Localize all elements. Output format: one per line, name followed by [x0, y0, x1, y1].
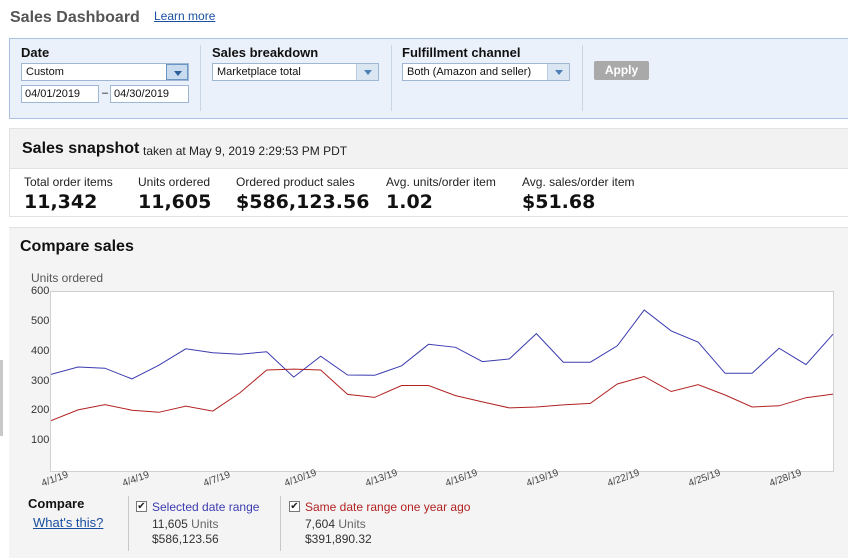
y-tick-label: 500 — [31, 314, 50, 327]
metric-value: $586,123.56 — [236, 191, 370, 213]
sales-breakdown-select[interactable]: Marketplace total — [212, 63, 379, 81]
chevron-down-icon[interactable] — [356, 64, 378, 80]
metric-avg-sales-per-order-item: Avg. sales/order item $51.68 — [522, 175, 635, 213]
date-from-input[interactable]: 04/01/2019 — [21, 85, 99, 103]
metric-value: $51.68 — [522, 191, 596, 213]
year-ago-range-checkbox[interactable]: ✔ — [289, 501, 300, 512]
filter-divider — [582, 45, 583, 111]
metric-label: Avg. units/order item — [386, 175, 496, 189]
sales-breakdown-label: Sales breakdown — [212, 45, 319, 60]
metric-value: 1.02 — [386, 191, 433, 213]
legend-units: 7,604 Units — [305, 517, 366, 531]
sales-line-chart — [51, 309, 834, 422]
left-scroll-edge — [0, 360, 3, 436]
series-line-selected-range — [51, 309, 834, 380]
date-to-input[interactable]: 04/30/2019 — [110, 85, 189, 103]
y-tick-label: 100 — [31, 434, 50, 447]
date-label: Date — [21, 45, 50, 60]
legend-divider — [128, 496, 129, 551]
date-range-select[interactable]: Custom — [21, 63, 189, 81]
legend-units-value: 11,605 — [152, 517, 188, 531]
compare-label: Compare — [28, 496, 85, 511]
y-tick-label: 200 — [31, 404, 50, 417]
series-line-year-ago — [51, 368, 834, 422]
legend-name: Selected date range — [152, 500, 260, 514]
metric-units-ordered: Units ordered 11,605 — [138, 175, 211, 213]
metric-label: Units ordered — [138, 175, 211, 189]
legend-sales: $586,123.56 — [152, 532, 219, 546]
y-tick-label: 400 — [31, 344, 50, 357]
learn-more-link[interactable]: Learn more — [154, 9, 216, 23]
compare-sales-panel: Compare sales Units ordered 100 200 300 400… — [9, 227, 848, 558]
sales-snapshot-title: Sales snapshot — [22, 140, 140, 157]
legend-units-word: Units — [338, 517, 366, 531]
sales-snapshot: Sales snapshot taken at May 9, 2019 2:29… — [9, 128, 848, 217]
chevron-down-icon[interactable] — [166, 64, 188, 80]
metric-label: Avg. sales/order item — [522, 175, 635, 189]
metric-label: Ordered product sales — [236, 175, 355, 189]
date-range-dash: – — [102, 87, 109, 99]
compare-sales-title: Compare sales — [20, 238, 134, 255]
legend-units: 11,605 Units — [152, 517, 219, 531]
date-range-value: Custom — [26, 66, 64, 78]
chevron-down-icon[interactable] — [547, 64, 569, 80]
metric-ordered-product-sales: Ordered product sales $586,123.56 — [236, 175, 369, 213]
fulfillment-channel-label: Fulfillment channel — [402, 45, 521, 60]
metric-value: 11,342 — [24, 191, 98, 213]
filter-bar: Date Custom 04/01/2019 – 04/30/2019 Sale… — [9, 38, 848, 119]
y-tick-label: 300 — [31, 374, 50, 387]
filter-divider — [391, 45, 392, 111]
filter-divider — [200, 45, 201, 111]
whats-this-link[interactable]: What's this? — [33, 515, 104, 530]
page-header: Sales Dashboard Learn more — [0, 0, 848, 38]
y-tick-label: 600 — [31, 285, 50, 297]
metric-label: Total order items — [24, 175, 113, 189]
sales-snapshot-header: Sales snapshot taken at May 9, 2019 2:29… — [10, 129, 848, 169]
fulfillment-channel-value: Both (Amazon and seller) — [407, 66, 532, 78]
y-axis-title: Units ordered — [31, 271, 104, 285]
selected-range-checkbox[interactable]: ✔ — [136, 501, 147, 512]
sales-breakdown-value: Marketplace total — [217, 66, 301, 78]
legend-divider — [280, 496, 281, 551]
legend-name: Same date range one year ago — [305, 500, 471, 514]
fulfillment-channel-select[interactable]: Both (Amazon and seller) — [402, 63, 570, 81]
metric-total-order-items: Total order items 11,342 — [24, 175, 113, 213]
apply-button[interactable]: Apply — [594, 61, 649, 80]
legend-sales: $391,890.32 — [305, 532, 372, 546]
metric-value: 11,605 — [138, 191, 212, 213]
legend-units-word: Units — [191, 517, 219, 531]
legend-units-value: 7,604 — [305, 517, 336, 531]
page-title: Sales Dashboard — [10, 9, 140, 26]
metric-avg-units-per-order-item: Avg. units/order item 1.02 — [386, 175, 496, 213]
chart-plot-area — [50, 291, 834, 472]
sales-snapshot-timestamp: taken at May 9, 2019 2:29:53 PM PDT — [143, 144, 348, 158]
x-tick-label: 4/1/19 — [40, 469, 70, 490]
